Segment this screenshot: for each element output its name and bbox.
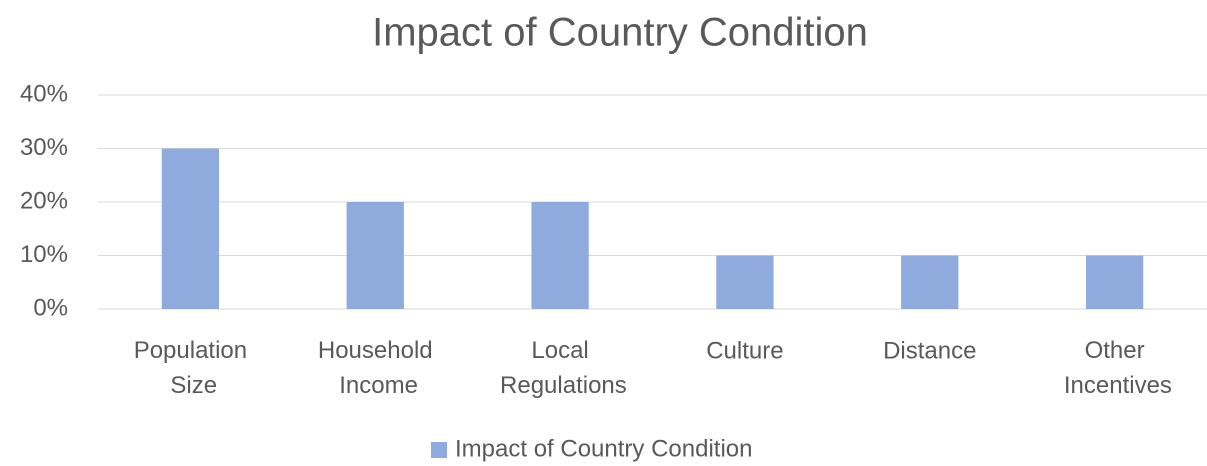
bar: [531, 202, 589, 309]
chart-title: Impact of Country Condition: [372, 11, 868, 55]
y-tick-label: 10%: [20, 241, 68, 268]
bar: [1085, 255, 1144, 309]
y-tick-label: 40%: [20, 80, 68, 107]
bar: [901, 255, 959, 309]
x-tick-label: Population Size: [134, 337, 247, 399]
y-tick-label: 20%: [20, 187, 68, 214]
x-tick-label: Local Regulations: [493, 337, 626, 399]
y-tick-label: 30%: [20, 134, 68, 161]
bar: [161, 148, 220, 309]
x-tick-label: Household Income: [318, 337, 433, 399]
legend-label: Impact of Country Condition: [455, 435, 752, 462]
bar: [346, 202, 404, 309]
x-tick-label: Other Incentives: [1057, 337, 1172, 399]
x-tick-label: Distance: [883, 337, 976, 364]
legend-swatch: [431, 442, 447, 458]
x-tick-label: Culture: [706, 337, 783, 364]
y-tick-label: 0%: [33, 294, 68, 321]
bar: [716, 255, 774, 309]
